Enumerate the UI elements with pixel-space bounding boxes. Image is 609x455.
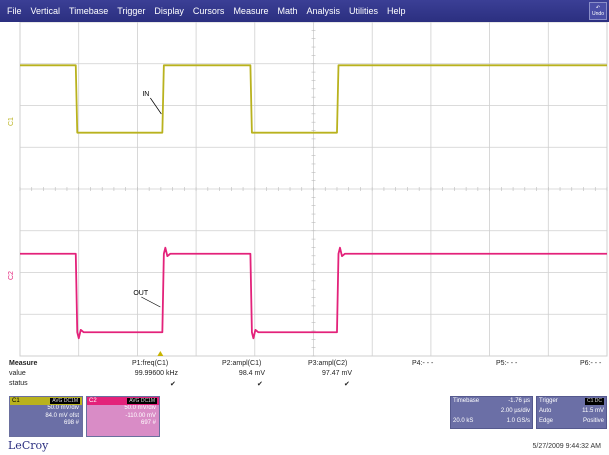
- channel2-label: C2: [89, 398, 97, 404]
- date-time: 5/27/2009 9:44:32 AM: [532, 443, 602, 450]
- channel1-mode-tag: AVG DC1M: [50, 398, 80, 404]
- c2-trace: [20, 246, 607, 340]
- channel1-label: C1: [12, 398, 20, 404]
- undo-label: Undo: [592, 11, 604, 17]
- menu-file[interactable]: File: [7, 6, 22, 16]
- channel2-offset: -110.00 mV: [125, 412, 156, 419]
- out-annotation: OUT: [133, 290, 149, 297]
- measure-p3-value: 97.47 mV: [322, 370, 352, 377]
- c2-axis-label: C2: [8, 271, 15, 280]
- in-annotation: IN: [142, 91, 149, 98]
- c1-trace: [20, 64, 607, 134]
- trigger-type: Edge: [539, 418, 554, 424]
- timebase-tdiv: 2.00 µs/div: [500, 408, 530, 414]
- menu-trigger[interactable]: Trigger: [117, 6, 146, 16]
- c1-axis-label: C1: [8, 117, 15, 126]
- measure-p6-name[interactable]: P6:- - -: [580, 360, 602, 367]
- menu-help[interactable]: Help: [387, 6, 406, 16]
- measure-p1-value: 99.99600 kHz: [134, 370, 178, 377]
- menu-cursors[interactable]: Cursors: [192, 6, 225, 16]
- channel2-mode-tag: AVG DC1M: [127, 398, 157, 404]
- menu-bar: File Vertical Timebase Trigger Display Cursor…: [0, 0, 609, 22]
- measure-p2-value: 98.4 mV: [238, 370, 265, 377]
- channel2-descriptor[interactable]: C2 AVG DC1M 50.0 mV/div -110.00 mV 697 #: [86, 396, 160, 437]
- undo-icon: ↶: [595, 5, 601, 11]
- channel1-vdiv: 50.0 mV/div: [47, 405, 79, 411]
- timebase-descriptor[interactable]: Timebase -1.76 µs 2.00 µs/div 20.0 kS 1.…: [450, 396, 533, 429]
- measure-status-label: status: [9, 380, 28, 387]
- status-check-icon: ✔: [344, 381, 350, 388]
- measure-p2-name[interactable]: P2:ampl(C1): [222, 360, 262, 367]
- menu-vertical[interactable]: Vertical: [30, 6, 61, 16]
- timebase-rate: 1.0 GS/s: [506, 418, 530, 424]
- trigger-source-tag: C1 DC: [584, 398, 604, 405]
- channel1-descriptor[interactable]: C1 AVG DC1M 50.0 mV/div 84.0 mV ofst 698…: [9, 396, 83, 437]
- menu-math[interactable]: Math: [277, 6, 298, 16]
- timebase-delay: -1.76 µs: [508, 398, 530, 404]
- lecroy-logo: LeCroy: [8, 439, 49, 452]
- measure-value-label: value: [9, 370, 26, 377]
- channel2-sweeps: 697 #: [140, 420, 156, 426]
- channel1-offset: 84.0 mV ofst: [45, 412, 79, 419]
- waveform-svg[interactable]: C1 C2 IN OUT: [0, 22, 609, 357]
- trigger-position-marker: [157, 351, 164, 356]
- out-leader-line: [141, 296, 161, 308]
- timebase-samples: 20.0 kS: [453, 418, 474, 424]
- menu-timebase[interactable]: Timebase: [69, 6, 109, 16]
- menu-measure[interactable]: Measure: [233, 6, 269, 16]
- trigger-slope: Positive: [582, 418, 604, 424]
- measure-p4-name[interactable]: P4:- - -: [412, 360, 434, 367]
- measure-table: Measure P1:freq(C1) P2:ampl(C1) P3:ampl(…: [0, 358, 609, 396]
- in-leader-line: [150, 97, 162, 115]
- measure-p5-name[interactable]: P5:- - -: [496, 360, 518, 367]
- menu-analysis[interactable]: Analysis: [306, 6, 340, 16]
- measure-p1-name[interactable]: P1:freq(C1): [132, 360, 169, 367]
- menu-display[interactable]: Display: [154, 6, 184, 16]
- timebase-label: Timebase: [453, 398, 480, 404]
- status-check-icon: ✔: [257, 381, 263, 388]
- channel1-sweeps: 698 #: [63, 420, 79, 426]
- channel2-vdiv: 50.0 mV/div: [124, 405, 156, 411]
- measure-header: Measure: [9, 360, 38, 367]
- trigger-mode: Auto: [539, 408, 552, 414]
- menu-utilities[interactable]: Utilities: [348, 6, 378, 16]
- trigger-descriptor[interactable]: Trigger C1 DC Auto 11.5 mV Edge Positive: [536, 396, 607, 429]
- waveform-display[interactable]: C1 C2 IN OUT: [0, 22, 609, 357]
- undo-button[interactable]: ↶ Undo: [589, 2, 607, 20]
- status-check-icon: ✔: [170, 381, 176, 388]
- trigger-label: Trigger: [539, 398, 558, 404]
- measure-p3-name[interactable]: P3:ampl(C2): [308, 360, 348, 367]
- trigger-level: 11.5 mV: [582, 408, 604, 414]
